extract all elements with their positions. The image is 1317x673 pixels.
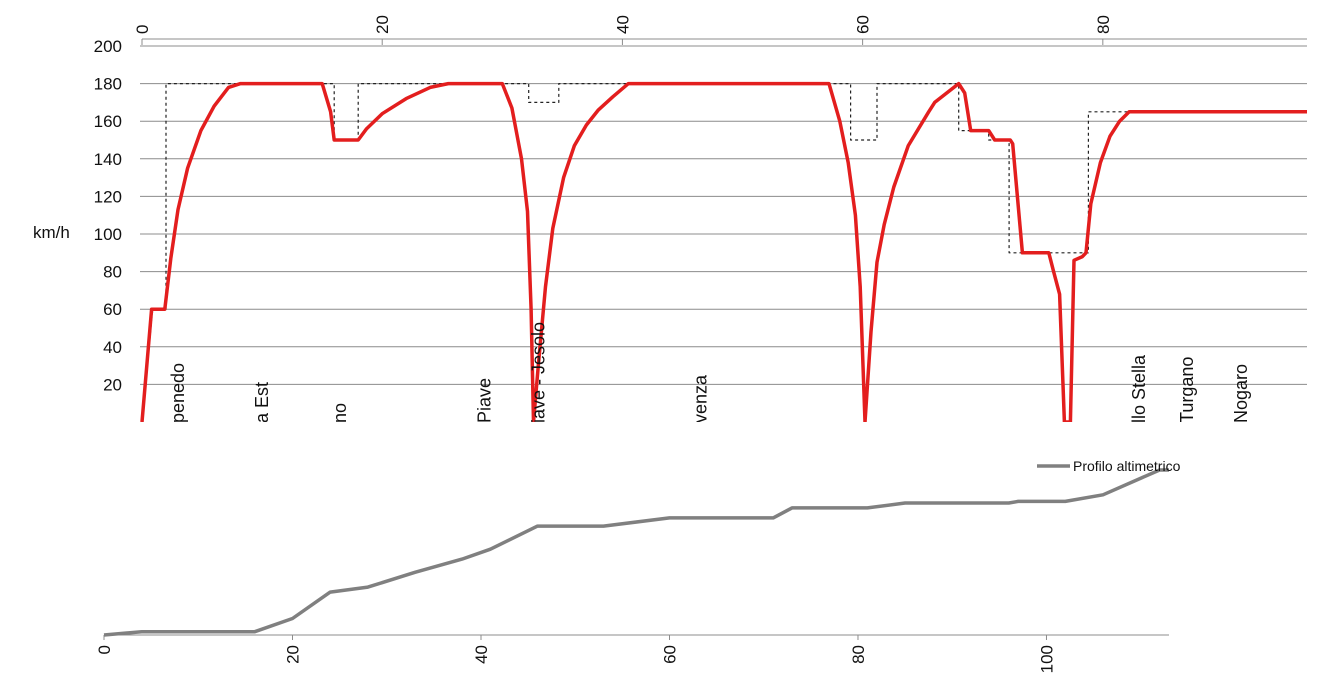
legend-label: Profilo altimetrico [1073,458,1181,474]
speed-x-tick-label: 60 [854,15,873,34]
speed-grid [140,45,1307,385]
elevation-x-axis: 0 20 40 60 80 100 [95,634,1169,673]
elevation-x-tick-label: 0 [95,645,114,654]
station-label: llo Stella [1129,354,1149,423]
speed-y-tick-label: 80 [103,263,122,282]
station-label: Nogaro [1231,364,1251,423]
elevation-series [103,468,1169,637]
speed-series [140,81,1307,424]
elevation-x-tick-label: 60 [660,645,679,664]
elevation-profile-line [103,468,1169,637]
station-label: penedo [168,363,188,423]
speed-chart: 0 20 40 60 80 20 40 60 80 100 120 140 160 180 200 pen… [0,15,1317,430]
station-label: no [330,403,350,423]
speed-station-labels: penedo a Est no Piave iave - Jesolo venza llo … [0,322,1317,430]
station-label: venza [691,374,711,423]
speed-y-tick-label: 200 [94,37,122,56]
speed-chart-bottom-cutoff [0,422,1317,430]
speed-y-tick-label: 120 [94,187,122,206]
speed-y-tick-label: 60 [103,300,122,319]
speed-y-tick-label: 140 [94,150,122,169]
speed-y-tick-label: 100 [94,225,122,244]
station-label: a Est [252,382,272,423]
station-label: Piave [474,378,494,423]
station-label: Turgano [1177,357,1197,423]
speed-y-axis-title: km/h [33,223,70,242]
elevation-legend: Profilo altimetrico [1037,458,1181,474]
elevation-x-tick-label: 20 [283,645,302,664]
speed-x-tick-label: 20 [373,15,392,34]
speed-y-tick-label: 40 [103,338,122,357]
speed-y-tick-label: 20 [103,375,122,394]
elevation-chart: 0 20 40 60 80 100 Profilo altimetrico [95,458,1181,673]
elevation-x-tick-label: 80 [849,645,868,664]
elevation-x-tick-label: 100 [1037,645,1056,673]
speed-y-tick-label: 180 [94,75,122,94]
speed-x-tick-label: 40 [613,15,632,34]
train-speed-line [140,81,1307,424]
speed-x-tick-label: 80 [1094,15,1113,34]
speed-x-axis: 0 20 40 60 80 [133,15,1307,45]
elevation-x-tick-label: 40 [472,645,491,664]
speed-x-tick-label: 0 [133,25,152,34]
speed-y-axis: 20 40 60 80 100 120 140 160 180 200 [94,37,122,394]
speed-y-tick-label: 160 [94,112,122,131]
station-label: iave - Jesolo [528,322,548,423]
